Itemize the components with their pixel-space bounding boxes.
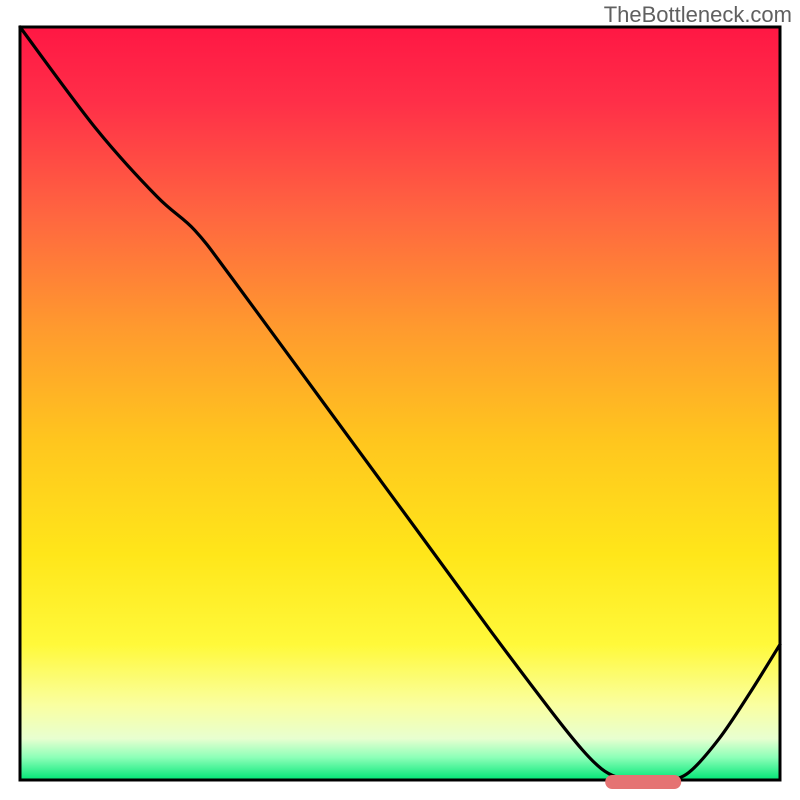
gradient-curve-chart: [0, 0, 800, 800]
watermark-text: TheBottleneck.com: [604, 2, 792, 28]
plot-background: [20, 27, 780, 780]
chart-container: TheBottleneck.com: [0, 0, 800, 800]
optimal-zone-marker: [605, 775, 681, 789]
